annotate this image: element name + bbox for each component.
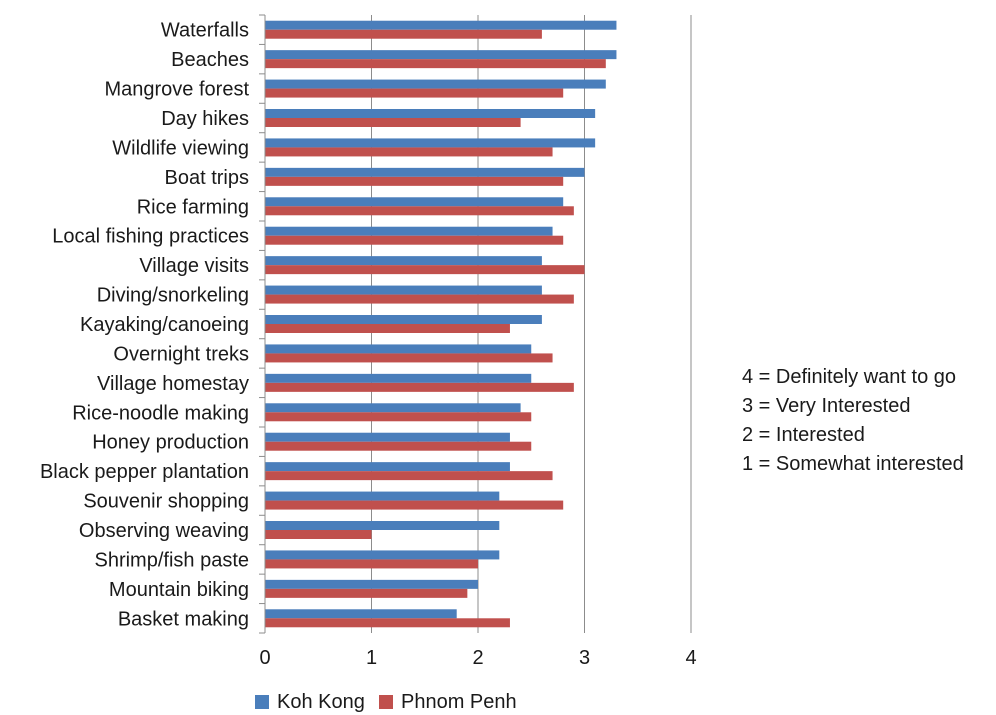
bar-koh-kong [265,167,585,177]
bar-phnom-penh [265,118,521,127]
category-labels: Waterfalls Beaches Mangrove forest Day hike… [40,20,249,631]
bar-koh-kong [265,79,606,89]
bar-phnom-penh [265,294,574,304]
scale-note-1: 1 = Somewhat interested [742,453,964,475]
bar-phnom-penh [265,206,574,216]
category-label: Souvenir shopping [83,491,249,513]
legend-label-phnom-penh: Phnom Penh [401,690,517,713]
bar-koh-kong [265,432,510,442]
bar-phnom-penh [265,235,564,245]
x-tick-label: 1 [366,647,377,669]
bar-phnom-penh [265,29,542,39]
bar-koh-kong [265,226,553,236]
bar-phnom-penh [265,176,564,186]
bar-phnom-penh [265,324,510,333]
category-label: Village homestay [97,373,249,395]
category-label: Overnight treks [113,343,249,365]
scale-note-4: 4 = Definitely want to go [742,366,957,388]
category-label: Shrimp/fish paste [94,549,249,571]
legend-swatch-koh-kong [255,695,269,709]
bar-phnom-penh [265,471,553,481]
category-label: Diving/snorkeling [97,285,249,307]
x-tick-labels: 0 1 2 3 4 [259,647,696,669]
bar-koh-kong [265,315,542,324]
legend-item-phnom-penh: Phnom Penh [379,690,517,714]
bar-phnom-penh [265,147,553,157]
bar-koh-kong [265,138,596,148]
bar-koh-kong [265,491,500,501]
category-label: Boat trips [165,167,249,189]
category-label: Rice-noodle making [72,402,249,424]
category-label: Village visits [139,255,249,277]
category-label: Black pepper plantation [40,461,249,483]
x-tick-label: 2 [472,647,483,669]
category-label: Kayaking/canoeing [80,314,249,336]
legend-swatch-phnom-penh [379,695,393,709]
bar-phnom-penh [265,88,564,98]
bar-phnom-penh [265,59,606,69]
bar-koh-kong [265,521,500,530]
bar-koh-kong [265,550,500,560]
bar-koh-kong [265,20,617,30]
bar-phnom-penh [265,353,553,363]
bars [265,20,617,628]
bar-phnom-penh [265,559,478,569]
bar-koh-kong [265,197,564,207]
x-tick-label: 3 [579,647,590,669]
bar-phnom-penh [265,441,532,451]
bar-koh-kong [265,109,596,118]
bar-phnom-penh [265,618,510,628]
category-label: Beaches [171,49,249,71]
bar-phnom-penh [265,382,574,392]
legend-label-koh-kong: Koh Kong [277,690,365,713]
category-label: Day hikes [161,108,249,130]
bar-phnom-penh [265,265,585,275]
x-tick-label: 0 [259,647,270,669]
bar-koh-kong [265,609,457,619]
category-label: Waterfalls [161,20,249,42]
bar-koh-kong [265,50,617,60]
bar-koh-kong [265,373,532,383]
bar-koh-kong [265,462,510,472]
bar-koh-kong [265,579,478,589]
category-label: Rice farming [137,196,249,218]
bar-phnom-penh [265,500,564,510]
category-label: Observing weaving [79,520,249,542]
scale-note-3: 3 = Very Interested [742,395,911,417]
category-label: Mangrove forest [104,79,249,101]
bar-phnom-penh [265,412,532,422]
bar-koh-kong [265,256,542,266]
bar-koh-kong [265,285,542,295]
axes [259,14,266,634]
bar-phnom-penh [265,530,372,539]
legend-item-koh-kong: Koh Kong [255,690,365,714]
category-label: Basket making [118,608,249,630]
bar-koh-kong [265,403,521,413]
bar-koh-kong [265,344,532,354]
scale-note-2: 2 = Interested [742,424,865,446]
category-label: Honey production [92,432,249,454]
category-label: Local fishing practices [52,226,249,248]
x-tick-label: 4 [685,647,696,669]
bar-phnom-penh [265,588,468,598]
category-label: Mountain biking [109,579,249,601]
category-label: Wildlife viewing [112,137,249,159]
